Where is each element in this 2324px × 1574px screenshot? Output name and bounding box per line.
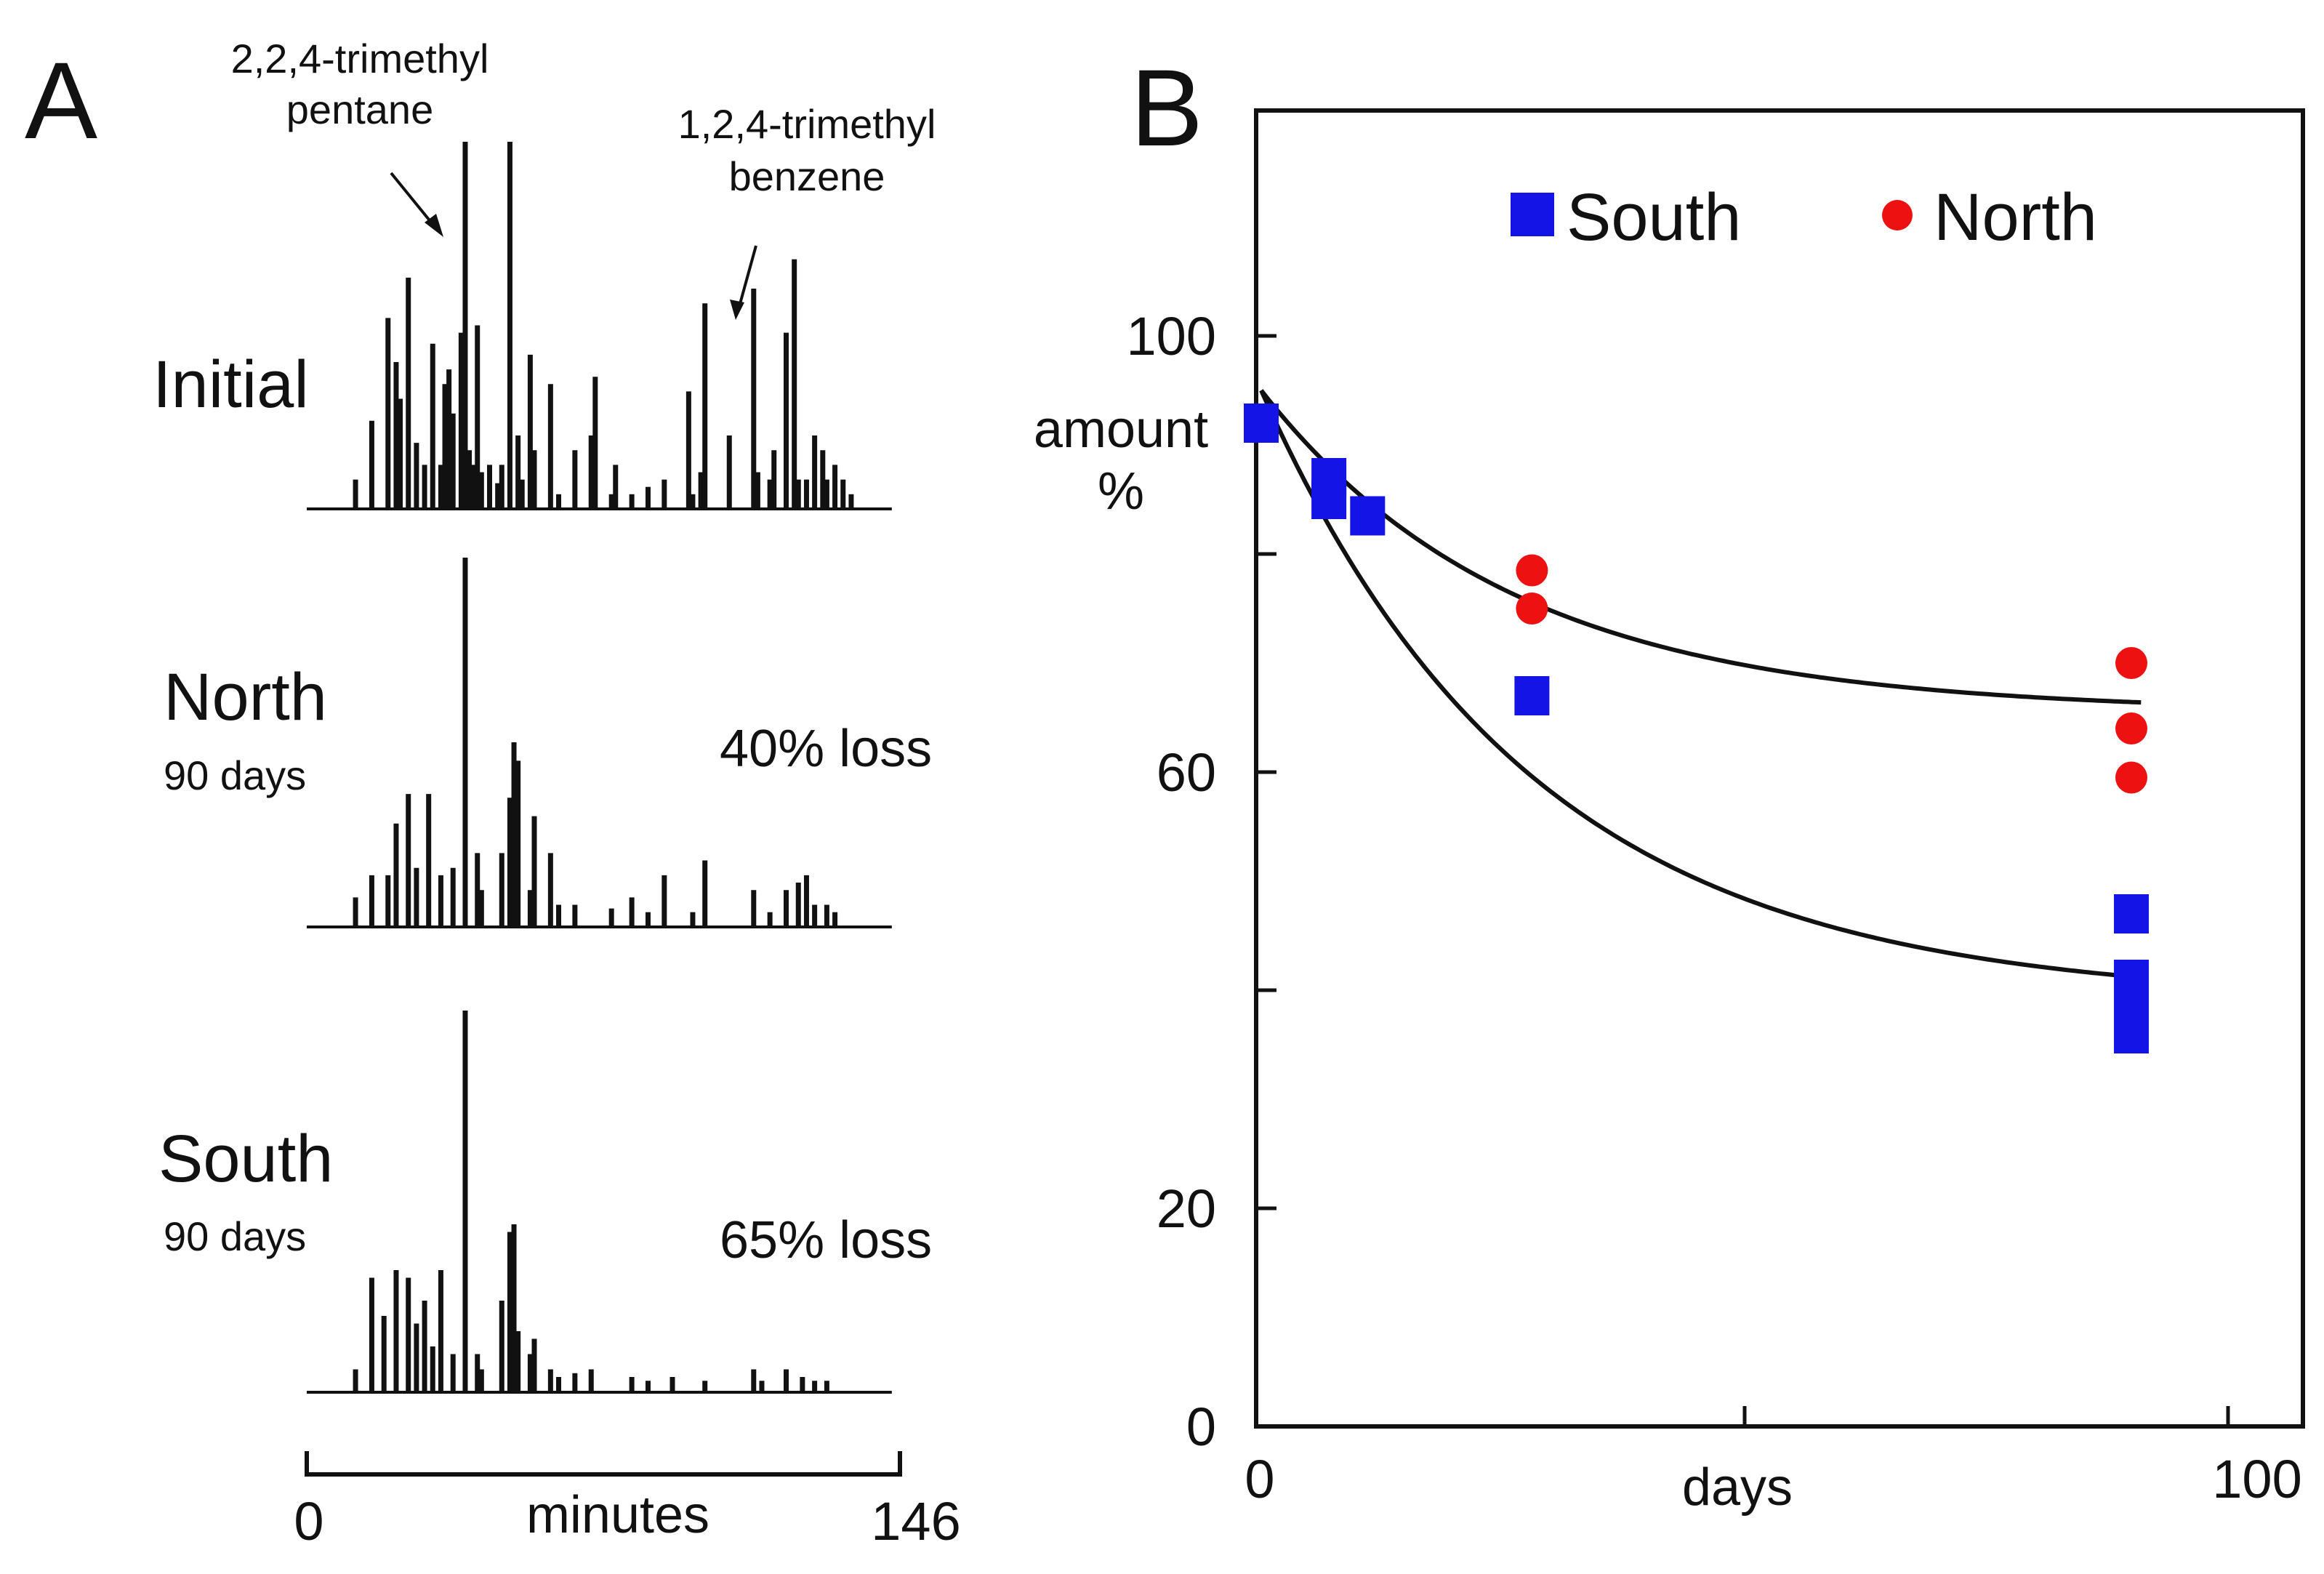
y-tick-label: 60	[1157, 742, 1216, 803]
legend-south-marker	[1511, 193, 1554, 236]
trace-sublabel-north: 90 days	[164, 752, 306, 798]
annotation-benzene-line2: benzene	[729, 153, 885, 199]
x-tick-label: 0	[1245, 1449, 1274, 1509]
point-south	[2114, 1014, 2149, 1053]
trace-sublabel-south: 90 days	[164, 1213, 306, 1259]
north-fit-curve	[1259, 389, 2142, 705]
axis-tick-labels: 0 20 60 100 0 100	[1127, 306, 2302, 1509]
trace-label-north: North	[164, 660, 327, 734]
point-north	[1516, 554, 1548, 587]
annotation-pentane-line1: 2,2,4-trimethyl	[231, 36, 489, 81]
point-south	[1350, 496, 1386, 536]
trace-label-initial: Initial	[153, 348, 309, 422]
trace-loss-south: 65% loss	[720, 1211, 932, 1269]
annotation-benzene-arrow	[737, 245, 757, 310]
point-north	[1516, 593, 1548, 625]
time-axis-xlabel: minutes	[526, 1486, 709, 1544]
x-axis-label: days	[1682, 1458, 1793, 1517]
panel-a: A 2,2,4-trimethyl pentane 1,2,4-trimethy…	[25, 36, 961, 1551]
point-north	[2115, 647, 2147, 679]
x-tick-label: 100	[2212, 1449, 2301, 1509]
data-points	[1244, 403, 2149, 1053]
y-tick-label: 20	[1157, 1179, 1216, 1239]
chromatogram-traces	[307, 142, 892, 1394]
annotation-pentane-arrowhead	[425, 214, 443, 237]
axis-ticks	[1256, 334, 2230, 1426]
y-tick-label: 0	[1186, 1397, 1216, 1457]
trace-south	[307, 1011, 892, 1394]
point-south	[1514, 676, 1550, 715]
time-axis-min-label: 0	[294, 1491, 323, 1551]
annotation-pentane-line2: pentane	[286, 87, 433, 132]
trace-label-south: South	[158, 1122, 333, 1196]
panel-a-letter: A	[25, 39, 97, 161]
fit-curves	[1259, 389, 2142, 980]
annotation-benzene-arrowhead	[730, 300, 744, 320]
legend: South North	[1511, 180, 2097, 254]
point-north	[2115, 761, 2147, 794]
panel-b-letter-backdrop	[1130, 44, 1236, 167]
legend-south-label: South	[1567, 180, 1741, 254]
panel-b-letter: B	[1130, 47, 1203, 169]
y-axis-label-line1: amount	[1034, 401, 1208, 459]
point-south	[1244, 403, 1279, 443]
y-axis-label-line2: %	[1098, 462, 1144, 521]
time-axis: 0 minutes 146	[294, 1451, 961, 1551]
plot-frame	[1254, 108, 2305, 1429]
point-south	[2114, 894, 2149, 933]
time-axis-max-label: 146	[871, 1491, 960, 1551]
trace-loss-north: 40% loss	[720, 720, 932, 778]
trace-initial	[307, 142, 892, 510]
south-fit-curve	[1259, 389, 2142, 980]
y-tick-label: 100	[1127, 306, 1216, 366]
annotation-benzene-line1: 1,2,4-trimethyl	[678, 101, 936, 147]
legend-north-marker	[1882, 200, 1913, 230]
panel-b: B 0 20 60 100 0 100 amount % days South North	[1034, 44, 2305, 1517]
point-south	[1311, 480, 1347, 519]
point-north	[2115, 712, 2147, 744]
legend-north-label: North	[1934, 180, 2097, 254]
trace-north	[307, 558, 892, 928]
